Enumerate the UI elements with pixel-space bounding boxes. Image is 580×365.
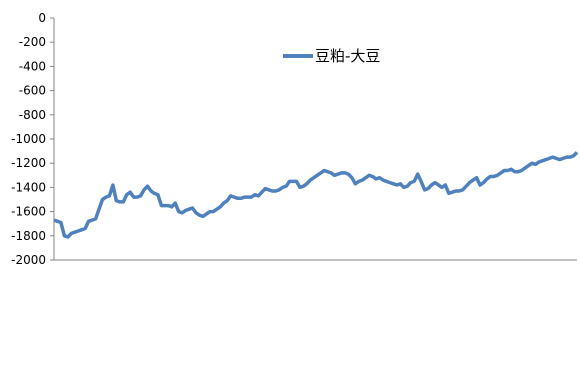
y-tick-label: -1200: [11, 156, 46, 170]
y-tick-label: -400: [19, 59, 46, 73]
y-tick-label: -1400: [11, 180, 46, 194]
legend-label: 豆粕-大豆: [315, 47, 380, 65]
y-tick-label: -1600: [11, 205, 46, 219]
y-tick-label: 0: [38, 11, 46, 25]
y-tick-label: -200: [19, 35, 46, 49]
y-tick-label: -800: [19, 108, 46, 122]
y-tick-label: -600: [19, 84, 46, 98]
y-axis: 0 -200 -400 -600 -800 -1000 -1200 -1400 -1600 -18…: [11, 11, 55, 267]
y-tick-label: -1000: [11, 132, 46, 146]
legend: 豆粕-大豆: [283, 47, 380, 65]
series-line: [53, 151, 579, 239]
y-tick-label: -2000: [11, 253, 46, 267]
series-layer: [53, 151, 579, 239]
y-tick-label: -1800: [11, 229, 46, 243]
